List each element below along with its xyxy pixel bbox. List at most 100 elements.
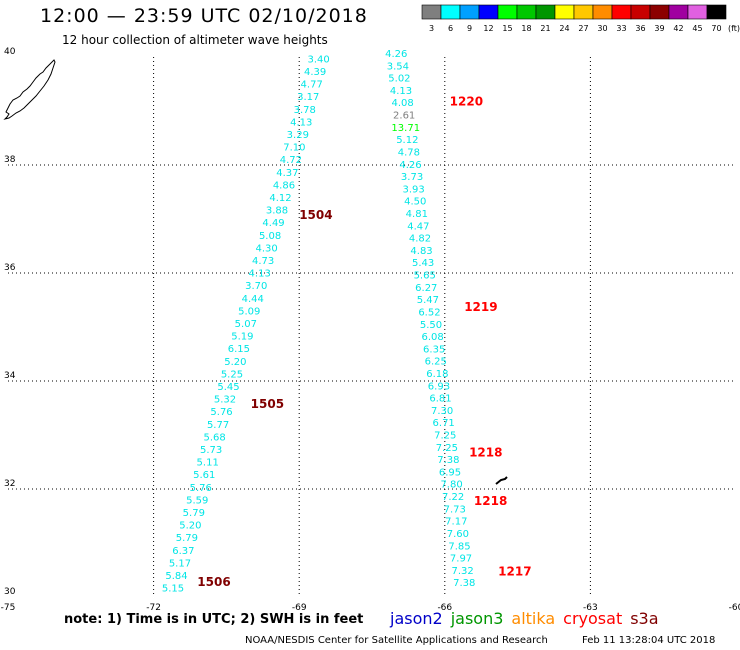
axis-tick-labels: -75 -72 -69 -66 -63 -60 40 38 36 34 32 30 [1, 47, 740, 613]
wave-height-value: 5.20 [179, 521, 201, 532]
wave-height-value: 4.81 [406, 209, 428, 220]
wave-height-value: 6.37 [172, 546, 194, 557]
wave-height-value: 7.60 [447, 529, 469, 540]
wave-height-value: 6.95 [439, 467, 461, 478]
wave-height-value: 4.08 [391, 98, 413, 109]
legend-label: 21 [540, 24, 550, 33]
wave-height-value: 7.38 [453, 578, 475, 589]
wave-height-value: 6.15 [228, 344, 250, 355]
wave-height-value: 5.76 [190, 483, 212, 494]
legend-label: 18 [521, 24, 531, 33]
legend-unit: (ft) [728, 24, 740, 33]
wave-height-value: 5.07 [235, 319, 257, 330]
lon-tick-label: -75 [1, 603, 16, 613]
wave-height-value: 7.10 [283, 143, 305, 154]
legend-label: 12 [483, 24, 493, 33]
wave-height-value: 5.08 [259, 231, 281, 242]
wave-height-value: 4.30 [255, 243, 277, 254]
satellite-legend: jason2 jason3 altika cryosat s3a [390, 609, 667, 628]
wave-height-value: 6.35 [423, 344, 445, 355]
wave-height-value: 5.11 [197, 458, 219, 469]
lon-tick-label: -60 [729, 603, 740, 613]
coastline-north [3, 59, 56, 120]
legend-label: 15 [502, 24, 512, 33]
wave-height-value: 5.12 [396, 135, 418, 146]
wave-height-value: 4.13 [390, 86, 412, 97]
wave-height-value: 4.26 [385, 49, 407, 60]
legend-label: 45 [692, 24, 702, 33]
wave-height-value: 4.86 [273, 180, 295, 191]
legend-label: 70 [711, 24, 721, 33]
legend-label: 27 [578, 24, 588, 33]
wave-height-value: 6.18 [426, 369, 448, 380]
legend-label: 30 [597, 24, 607, 33]
satellite-legend-item: cryosat [563, 609, 623, 628]
satellite-tracks: 3.404.394.773.173.784.133.297.104.724.37… [162, 49, 475, 595]
legend-label: 24 [559, 24, 569, 33]
wave-height-value: 3.88 [266, 206, 288, 217]
wave-height-value: 3.73 [401, 172, 423, 183]
wave-height-value: 5.32 [214, 395, 236, 406]
satellite-legend-item: jason2 [390, 609, 443, 628]
wave-height-value: 7.32 [452, 566, 474, 577]
legend-swatch [706, 4, 727, 20]
wave-height-value: 7.73 [444, 504, 466, 515]
pass-time-label: 1220 [450, 95, 483, 109]
pass-time-label: 1218 [474, 494, 507, 508]
lat-tick-label: 34 [4, 371, 16, 381]
wave-height-value: 7.22 [442, 492, 464, 503]
pass-time-label: 1217 [498, 564, 531, 578]
wave-height-value: 5.61 [193, 470, 215, 481]
wave-height-value: 5.45 [217, 382, 239, 393]
wave-height-value: 7.97 [450, 554, 472, 565]
footnote: note: 1) Time is in UTC; 2) SWH is in fe… [64, 612, 364, 627]
lon-tick-label: -69 [292, 603, 307, 613]
wave-height-value: 4.77 [301, 80, 323, 91]
wave-height-value: 7.17 [445, 517, 467, 528]
lat-tick-label: 40 [4, 47, 16, 57]
lon-tick-label: -63 [583, 603, 598, 613]
wave-height-value: 7.25 [434, 431, 456, 442]
wave-height-value: 5.79 [176, 533, 198, 544]
wave-height-value: 3.29 [287, 130, 309, 141]
wave-height-value: 3.54 [387, 61, 409, 72]
wave-height-value: 4.47 [407, 221, 429, 232]
wave-height-value: 5.47 [417, 295, 439, 306]
legend-label: 33 [616, 24, 626, 33]
wave-height-value: 6.93 [428, 381, 450, 392]
wave-height-value: 4.82 [409, 234, 431, 245]
lat-tick-label: 36 [4, 263, 16, 273]
wave-height-value: 3.78 [294, 105, 316, 116]
wave-height-value: 6.08 [421, 332, 443, 343]
wave-height-value: 5.84 [165, 571, 187, 582]
wave-height-value: 6.52 [418, 307, 440, 318]
wave-height-value: 13.71 [391, 123, 420, 134]
wave-height-value: 4.78 [398, 147, 420, 158]
coastline [3, 59, 508, 485]
legend-label: 36 [635, 24, 645, 33]
wave-height-value: 6.25 [425, 357, 447, 368]
wave-height-value: 5.73 [200, 445, 222, 456]
legend-label: 42 [673, 24, 683, 33]
wave-height-value: 4.83 [410, 246, 432, 257]
wave-height-value: 5.09 [238, 306, 260, 317]
wave-height-value: 5.59 [186, 495, 208, 506]
wave-height-value: 5.76 [210, 407, 232, 418]
wave-height-value: 4.72 [280, 155, 302, 166]
satellite-legend-item: altika [511, 609, 556, 628]
wave-height-value: 6.27 [415, 283, 437, 294]
wave-height-value: 6.81 [429, 394, 451, 405]
wave-height-value: 5.20 [224, 357, 246, 368]
wave-height-value: 7.30 [431, 406, 453, 417]
wave-height-value: 3.17 [297, 92, 319, 103]
pass-time-label: 1218 [469, 446, 502, 460]
legend-label: 39 [654, 24, 664, 33]
satellite-legend-item: s3a [630, 609, 659, 628]
pass-time-label: 1504 [299, 208, 332, 222]
wave-height-value: 4.73 [252, 256, 274, 267]
credit-line: NOAA/NESDIS Center for Satellite Applica… [245, 635, 548, 646]
wave-height-value: 7.25 [436, 443, 458, 454]
satellite-legend-item: jason3 [450, 609, 504, 628]
wave-height-value: 5.65 [414, 271, 436, 282]
pass-time-labels: 1220 1504 1219 1505 1218 1218 1217 1506 [197, 95, 531, 590]
